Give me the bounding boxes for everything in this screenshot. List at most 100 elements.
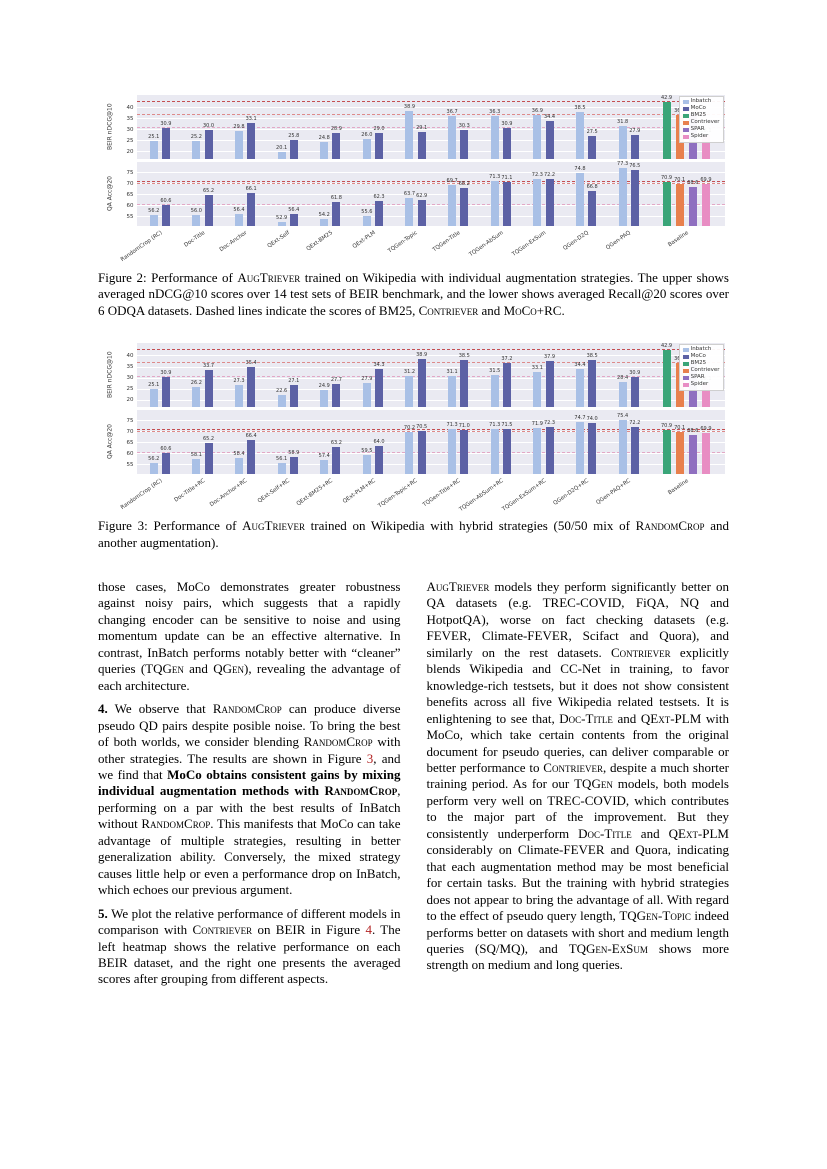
bar-wrap: 70.9 [661, 162, 672, 226]
bar-inbatch [149, 141, 158, 159]
legend-label: Contriever [690, 119, 720, 125]
bar-group: 63.7 62.9 [394, 162, 437, 226]
bar-moco [375, 132, 383, 159]
bar-value-label: 56.4 [233, 207, 245, 214]
bar-moco [460, 359, 469, 408]
bar-moco [161, 453, 170, 475]
bar-moco [460, 430, 469, 475]
x-tick-label: QGen-D2Q [562, 229, 608, 261]
text-run: 4. [98, 701, 108, 717]
bar-wrap: 31.2 [404, 343, 415, 408]
bar-value-label: 66.1 [245, 185, 257, 192]
text-run: . This manifests that MoCo can take adva… [98, 816, 401, 898]
bar-wrap: 24.8 [319, 95, 330, 159]
legend-swatch [682, 347, 689, 352]
legend-label: MoCo [690, 353, 706, 360]
gridline [136, 140, 725, 142]
y-axis: BEIR nDCG@10 20 25 30 35 40 [103, 95, 137, 159]
x-tick-text: Baseline [667, 230, 690, 249]
legend-item: MoCo [682, 353, 720, 360]
figure-ref-link[interactable]: 4 [365, 922, 372, 938]
bar-groups: 25.1 30.9 26.2 33.7 27.3 35.4 22.6 27.1 24.9 27.7… [137, 343, 725, 408]
bar-group: 71.9 72.3 [522, 410, 565, 475]
text-run: indeed performs better on datasets with … [426, 908, 730, 956]
bar-wrap: 71.1 [501, 162, 512, 226]
legend-item: MoCo [682, 105, 720, 112]
legend-item: SPAR [682, 126, 720, 133]
y-tick-label: 35 [126, 364, 134, 370]
bar-wrap: 66.8 [587, 162, 598, 226]
legend-label: Contriever [690, 367, 720, 374]
bar-wrap: 72.2 [544, 162, 555, 226]
bar-inbatch [192, 214, 201, 226]
gridline [136, 118, 725, 120]
gridline [136, 194, 725, 196]
bar-value-label: 31.5 [489, 368, 501, 375]
text-run: We plot the relative performance of diff… [98, 905, 401, 938]
bar-value-label: 35.4 [245, 359, 257, 366]
bar-inbatch [405, 110, 414, 159]
bar-value-label: 74.7 [574, 414, 586, 421]
y-axis-title: BEIR nDCG@10 [106, 351, 113, 399]
bar-value-label: 59.5 [361, 448, 373, 455]
text-run: +RC. [536, 302, 565, 318]
y-tick-label: 75 [126, 169, 134, 176]
text-run: trained on Wikipedia with individual aug… [98, 270, 729, 318]
text-run: RandomCrop [141, 816, 211, 832]
bar-wrap: 58.9 [288, 410, 299, 475]
bar-value-label: 22.6 [276, 387, 288, 394]
figure-3: BEIR nDCG@10 20 25 30 35 40 25.1 30.9 26.2 33.7 27… [103, 343, 725, 513]
text-run: QGen [213, 661, 244, 677]
reference-line-bm25 [136, 429, 725, 431]
bar-moco [375, 445, 383, 475]
text-run: Figure 3: Performance of [98, 518, 243, 534]
reference-line-bm25 [136, 181, 725, 183]
paragraph: 4. We observe that RandomCrop can produc… [98, 701, 401, 898]
y-tick-label: 40 [126, 352, 134, 359]
bar-wrap: 60.6 [160, 410, 171, 475]
bar-moco [289, 456, 298, 475]
text-run: those cases, MoCo demonstrates greater r… [98, 579, 401, 677]
bar-value-label: 38.5 [586, 352, 598, 359]
x-tick-label: QExt-BM25 [305, 229, 352, 261]
legend-item: Inbatch [682, 98, 720, 105]
bar-moco [247, 192, 256, 226]
bar-value-label: 68.6 [687, 428, 699, 435]
x-tick-label: Baseline [650, 477, 722, 509]
bar-wrap: 56.4 [233, 162, 245, 226]
text-run: ), revealing the advantage of each archi… [98, 661, 401, 693]
bar-group: 26.0 29.0 [352, 95, 395, 159]
bar-wrap: 38.5 [459, 343, 470, 408]
chart-subplot: BEIR nDCG@10 20 25 30 35 40 25.1 30.9 26.2 33.7 27… [103, 343, 725, 408]
x-tick-text: QGen-PAQ [605, 230, 633, 252]
bar-inbatch [448, 429, 457, 475]
legend-label: SPAR [690, 126, 705, 132]
bar-moco [161, 204, 170, 226]
bar-value-label: 63.7 [403, 190, 416, 197]
bar-group: 24.9 27.7 [309, 343, 352, 408]
text-run: Doc-Title [578, 825, 632, 841]
text-run: RandomCrop [303, 734, 373, 750]
figure-ref-link[interactable]: 3 [366, 750, 374, 766]
bar-spider [701, 184, 710, 226]
text-run: , performing on a par with the best resu… [98, 783, 401, 832]
bar-value-label: 70.9 [660, 175, 673, 182]
bar-group: 56.4 66.1 [224, 162, 267, 226]
bar-wrap: 71.3 [489, 410, 500, 475]
x-tick-text: RandomCrop (RC) [119, 478, 164, 512]
bar-value-label: 72.3 [531, 172, 543, 178]
baseline-group: 70.9 70.1 68.6 69.9 [650, 410, 722, 475]
bar-wrap: 71.0 [459, 410, 470, 475]
bar-moco [204, 130, 213, 159]
bar-group: 38.9 29.1 [394, 95, 437, 159]
text-run: TQGen-ExSum [568, 941, 648, 956]
bar-value-label: 29.1 [416, 125, 428, 132]
bar-value-label: 27.5 [586, 128, 598, 135]
bar-wrap: 63.7 [404, 162, 415, 226]
bar-moco [630, 376, 639, 408]
bar-group: 59.5 64.0 [352, 410, 395, 475]
bar-group: 26.2 33.7 [181, 343, 224, 408]
bar-value-label: 58.4 [233, 450, 245, 457]
bar-moco [630, 427, 639, 475]
legend-item: BM25 [682, 112, 720, 119]
